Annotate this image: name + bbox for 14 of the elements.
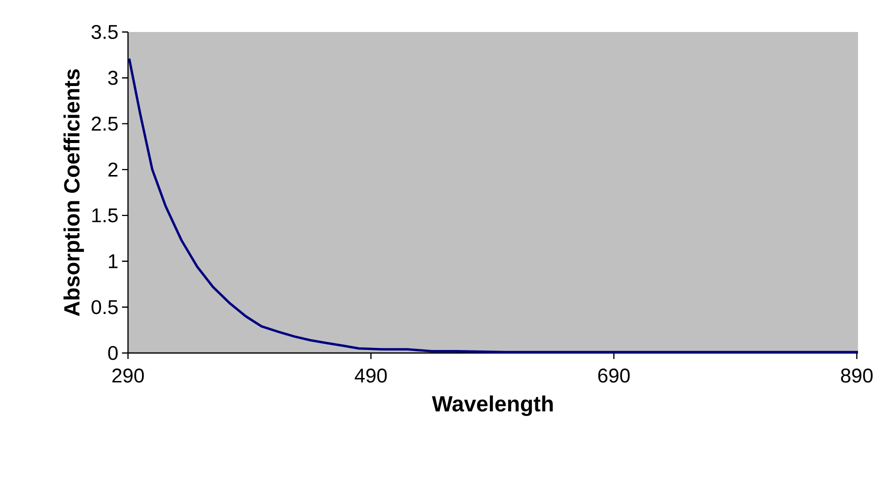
x-tick-label: 890: [841, 368, 873, 383]
y-tick-label: 1: [108, 254, 118, 268]
y-tick-label: 3: [108, 70, 118, 85]
y-tick-label: 2: [108, 162, 118, 177]
x-tick-label: 290: [112, 368, 144, 383]
y-tick-label: 3.5: [92, 24, 118, 40]
y-tick-label: 0: [108, 346, 118, 360]
x-axis-title: Wavelength: [432, 395, 553, 416]
y-tick-label: 2.5: [92, 116, 118, 131]
y-tick-label: 1.5: [92, 208, 118, 222]
y-axis-title: Absorption Coefficients: [64, 69, 84, 316]
y-tick-label: 0.5: [92, 300, 118, 314]
x-tick-label: 490: [354, 368, 387, 383]
x-tick-label: 690: [598, 368, 630, 383]
